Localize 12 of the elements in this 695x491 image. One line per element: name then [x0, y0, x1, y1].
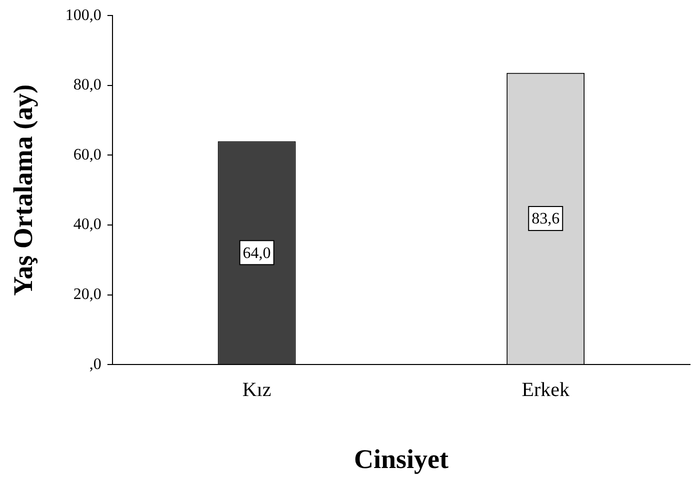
y-tick-label: 20,0 — [73, 286, 102, 304]
y-tick-label: ,0 — [89, 356, 102, 373]
y-tick-label: 60,0 — [73, 146, 102, 164]
data-label: 83,6 — [532, 210, 560, 228]
y-tick-label: 80,0 — [73, 76, 102, 94]
y-tick-label: 100,0 — [65, 6, 102, 24]
x-tick-label: Kız — [242, 378, 272, 401]
x-tick-label: Erkek — [522, 378, 570, 401]
y-tick-label: 40,0 — [73, 216, 102, 234]
data-label: 64,0 — [242, 244, 271, 262]
x-axis-title: Cinsiyet — [354, 444, 448, 474]
y-axis-title: Yaş Ortalama (ay) — [8, 84, 38, 296]
